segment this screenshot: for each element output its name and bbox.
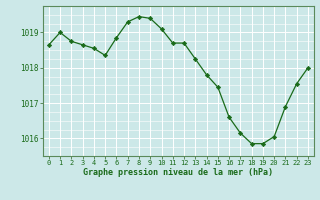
X-axis label: Graphe pression niveau de la mer (hPa): Graphe pression niveau de la mer (hPa): [84, 168, 273, 177]
